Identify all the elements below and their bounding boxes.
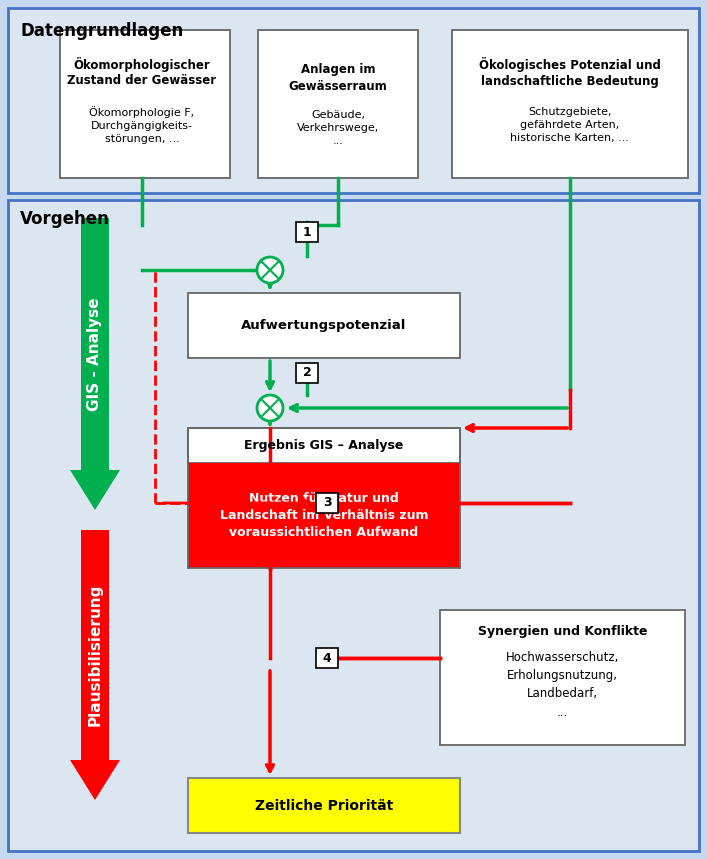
Circle shape [257, 257, 283, 283]
Text: 4: 4 [322, 651, 332, 665]
Bar [316, 493, 338, 513]
Text: 1: 1 [303, 226, 311, 239]
Circle shape [257, 395, 283, 421]
Text: Nutzen für Natur und
Landschaft im Verhältnis zum
voraussichtlichen Aufwand: Nutzen für Natur und Landschaft im Verhä… [220, 492, 428, 539]
FancyArrow shape [70, 218, 120, 510]
Bar [188, 293, 460, 358]
Text: Ergebnis GIS – Analyse: Ergebnis GIS – Analyse [245, 439, 404, 452]
FancyArrow shape [70, 530, 120, 800]
Text: Synergien und Konflikte: Synergien und Konflikte [478, 625, 647, 638]
Text: Plausibilisierung: Plausibilisierung [88, 584, 103, 726]
Bar [316, 648, 338, 668]
Text: Hochwasserschutz,
Erholungsnutzung,
Landbedarf,
...: Hochwasserschutz, Erholungsnutzung, Land… [506, 651, 619, 718]
Bar [440, 610, 685, 745]
Bar [296, 363, 318, 383]
Bar [188, 463, 460, 568]
Text: Datengrundlagen: Datengrundlagen [20, 22, 183, 40]
Bar [452, 30, 688, 178]
Bar [258, 30, 418, 178]
Text: Schutzgebiete,
gefährdete Arten,
historische Karten, ...: Schutzgebiete, gefährdete Arten, histori… [510, 107, 629, 143]
Text: GIS - Analyse: GIS - Analyse [88, 297, 103, 411]
Text: Aufwertungspotenzial: Aufwertungspotenzial [241, 319, 407, 332]
Text: Ökomorphologischer
Zustand der Gewässer: Ökomorphologischer Zustand der Gewässer [67, 57, 216, 88]
Bar [8, 8, 699, 193]
Bar [188, 428, 460, 568]
Text: Zeitliche Priorität: Zeitliche Priorität [255, 799, 393, 813]
Text: Gebäude,
Verkehrswege,
...: Gebäude, Verkehrswege, ... [297, 110, 379, 146]
Text: Ökologisches Potenzial und
landschaftliche Bedeutung: Ökologisches Potenzial und landschaftlic… [479, 57, 661, 88]
Bar [296, 222, 318, 242]
Text: Anlagen im
Gewässerraum: Anlagen im Gewässerraum [288, 64, 387, 93]
Text: Vorgehen: Vorgehen [20, 210, 110, 228]
Text: 2: 2 [303, 367, 311, 380]
Text: Ökomorphologie F,
Durchgängigkeits-
störungen, ...: Ökomorphologie F, Durchgängigkeits- stör… [90, 106, 194, 144]
Bar [188, 428, 460, 463]
Bar [8, 200, 699, 851]
Bar [188, 778, 460, 833]
Bar [60, 30, 230, 178]
Text: 3: 3 [322, 497, 332, 509]
